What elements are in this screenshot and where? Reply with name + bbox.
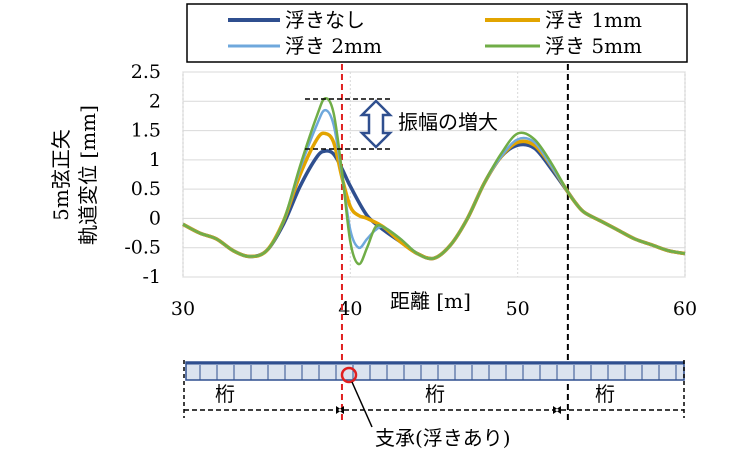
amplitude-annotation: 振幅の増大	[305, 98, 498, 150]
legend-label-0: 浮きなし	[285, 8, 365, 32]
series-line-3	[182, 97, 686, 266]
bridge-diagram: 桁 桁 桁 支承(浮きあり)	[183, 360, 685, 450]
legend-label-2: 浮き 2mm	[285, 34, 382, 58]
y-tick-label-6: -0.5	[124, 237, 161, 259]
span-arrowheads-2	[553, 406, 561, 414]
x-axis-label: 距離 [m]	[390, 289, 471, 313]
y-tick-label-4: 0.5	[131, 178, 161, 200]
deck-ribs	[199, 365, 677, 380]
y-axis-label-line1: 5m弦正矢	[49, 129, 73, 221]
y-tick-label-3: 1	[149, 149, 161, 171]
plot-area	[182, 71, 686, 278]
y-tick-label-5: 0	[149, 207, 161, 229]
bridge-deck	[185, 361, 685, 381]
x-tick-label-1: 40	[338, 298, 362, 320]
grid	[182, 71, 686, 278]
x-tick-label-0: 30	[171, 298, 195, 320]
amplitude-label: 振幅の増大	[398, 110, 498, 134]
bearing-label: 支承(浮きあり)	[375, 426, 511, 450]
y-axis-ticks: 2.5 2 1.5 1 0.5 0 -0.5 -1	[124, 61, 161, 288]
y-axis-label-line2: 軌道変位 [mm]	[76, 105, 100, 245]
span-arrowheads-1	[336, 406, 344, 414]
legend-label-1: 浮き 1mm	[545, 8, 642, 32]
y-tick-label-2: 1.5	[131, 120, 161, 142]
series-line-0	[182, 142, 686, 261]
series-lines	[182, 97, 686, 266]
legend-label-3: 浮き 5mm	[545, 34, 642, 58]
x-axis-ticks: 30 40 50 60	[171, 298, 697, 320]
series-line-1	[182, 131, 686, 261]
girder-label-3: 桁	[595, 382, 615, 406]
y-tick-label-1: 2	[149, 90, 161, 112]
x-tick-label-2: 50	[506, 298, 530, 320]
bearing-leader-line	[351, 381, 373, 428]
y-tick-label-7: -1	[142, 266, 161, 288]
legend: 浮きなし 浮き 1mm 浮き 2mm 浮き 5mm	[186, 3, 688, 63]
legend-box	[186, 3, 688, 63]
girder-label-2: 桁	[425, 382, 445, 406]
bearing-marker-icon	[340, 366, 358, 384]
girder-label-1: 桁	[215, 382, 235, 406]
x-tick-label-3: 60	[673, 298, 697, 320]
y-tick-label-0: 2.5	[131, 61, 161, 83]
double-arrow-icon	[358, 99, 394, 149]
